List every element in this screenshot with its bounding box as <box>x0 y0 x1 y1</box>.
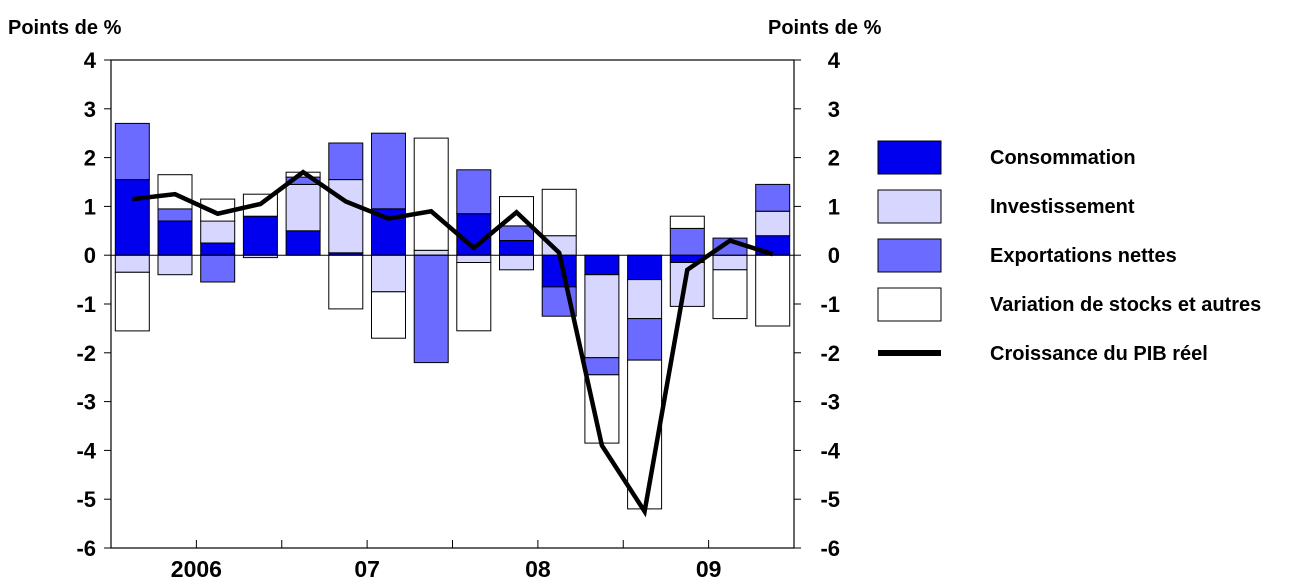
bar-exportations-nettes-2006t3 <box>200 254 236 283</box>
right-y-tick-label: -3 <box>820 390 840 415</box>
bar-investissement-2008t2 <box>499 254 534 271</box>
line-croissance-du-pib-reel <box>132 169 774 518</box>
left-y-tick-label: -1 <box>76 292 96 317</box>
right-y-tick-label: -4 <box>820 438 840 463</box>
bar-variation-de-stocks-et-autres-2008t1 <box>456 262 492 332</box>
legend: Consommation Investissement Exportations n… <box>877 140 1261 365</box>
right-y-tick-label: 1 <box>828 194 840 219</box>
bar-investissement-2006t1 <box>114 254 150 273</box>
left-y-tick-label: -5 <box>76 487 96 512</box>
legend-swatch-variation-de-stocks-et-autres <box>877 287 942 322</box>
bar-exportations-nettes-2009t4 <box>755 183 791 212</box>
bar-consommation-2006t3 <box>200 242 236 256</box>
bar-investissement-2007t3 <box>371 254 406 293</box>
legend-label-croissance-du-pib-r-el: Croissance du PIB réel <box>990 343 1208 365</box>
bar-investissement-2006t2 <box>157 254 193 276</box>
bar-exportations-nettes-2007t4 <box>413 254 449 364</box>
right-y-tick-label: -6 <box>820 536 840 561</box>
bar-variation-de-stocks-et-autres-2007t3 <box>371 291 406 339</box>
bar-exportations-nettes-2008t2 <box>499 225 534 241</box>
bar-consommation-2009t1 <box>627 254 663 281</box>
bar-exportations-nettes-2007t3 <box>371 132 406 210</box>
left-y-tick-label: -6 <box>76 536 96 561</box>
bar-exportations-nettes-2007t2 <box>328 142 364 181</box>
bar-consommation-2006t2 <box>157 220 193 256</box>
right-y-tick-label: 0 <box>828 243 840 268</box>
right-y-tick-label: -2 <box>820 341 840 366</box>
bar-variation-de-stocks-et-autres-2007t2 <box>328 254 364 310</box>
bar-consommation-2006t1 <box>114 179 150 256</box>
bar-variation-de-stocks-et-autres-2006t2 <box>157 174 193 210</box>
right-y-tick-label: 2 <box>828 146 840 171</box>
bar-exportations-nettes-2008t4 <box>584 357 620 376</box>
left-y-tick-label: -2 <box>76 341 96 366</box>
left-y-tick-label: 2 <box>84 146 96 171</box>
right-y-tick-label: 4 <box>828 48 841 73</box>
bar-variation-de-stocks-et-autres-2008t3 <box>541 188 577 237</box>
legend-swatch-exportations-nettes <box>877 238 942 273</box>
axes <box>104 59 801 549</box>
legend-swatch-consommation <box>877 140 942 175</box>
bar-layer <box>114 122 791 510</box>
legend-label-exportations-nettes: Exportations nettes <box>990 245 1177 267</box>
bar-investissement-2009t4 <box>755 210 791 237</box>
tick-labels: 4 4 3 3 2 2 1 1 0 0 -1 -1 -2 -2 -3 -3 -4 -4 -5 -5 -6 -6 2006 07… <box>76 48 840 581</box>
left-y-tick-label: 1 <box>84 194 96 219</box>
legend-swatch-croissance-du-pib-r-el <box>878 350 941 356</box>
right-y-tick-label: -5 <box>820 487 840 512</box>
right-y-tick-label: -1 <box>820 292 840 317</box>
left-y-tick-label: 3 <box>84 97 96 122</box>
x-tick-label: 09 <box>696 556 722 581</box>
right-axis-unit-label: Points de % <box>768 17 882 39</box>
x-tick-label: 08 <box>525 556 551 581</box>
bar-consommation-2007t1 <box>285 230 321 256</box>
x-tick-label: 07 <box>354 556 380 581</box>
bar-consommation-2006t4 <box>242 215 278 256</box>
legend-swatch-investissement <box>877 189 942 224</box>
bar-investissement-2008t1 <box>456 254 492 263</box>
bar-investissement-2007t4 <box>413 249 449 256</box>
gdp-line-layer <box>132 169 774 518</box>
legend-label-consommation: Consommation <box>990 147 1136 169</box>
bar-variation-de-stocks-et-autres-2009t2 <box>669 215 705 229</box>
bar-investissement-2007t2 <box>328 179 364 254</box>
bar-exportations-nettes-2008t1 <box>456 169 492 215</box>
bar-exportations-nettes-2006t2 <box>157 208 193 222</box>
left-y-tick-label: 4 <box>84 48 97 73</box>
legend-label-variation-de-stocks-et-autres: Variation de stocks et autres <box>990 294 1261 316</box>
bar-investissement-2007t1 <box>285 183 321 232</box>
bar-consommation-2008t4 <box>584 254 620 276</box>
left-y-tick-label: -3 <box>76 390 96 415</box>
left-y-tick-label: 0 <box>84 243 96 268</box>
bar-variation-de-stocks-et-autres-2007t4 <box>413 137 449 251</box>
bar-investissement-2006t3 <box>200 220 236 244</box>
legend-label-investissement: Investissement <box>990 196 1135 218</box>
x-tick-label: 2006 <box>171 556 222 581</box>
bar-variation-de-stocks-et-autres-2006t1 <box>114 271 150 332</box>
bar-variation-de-stocks-et-autres-2009t3 <box>712 269 748 320</box>
left-axis-unit-label: Points de % <box>8 17 122 39</box>
bar-variation-de-stocks-et-autres-2009t4 <box>755 254 791 327</box>
left-y-tick-label: -4 <box>76 438 96 463</box>
bar-exportations-nettes-2009t1 <box>627 318 663 361</box>
right-y-tick-label: 3 <box>828 97 840 122</box>
bar-investissement-2009t3 <box>712 254 748 271</box>
bar-exportations-nettes-2006t1 <box>114 122 150 180</box>
bar-investissement-2009t1 <box>627 279 663 320</box>
bar-exportations-nettes-2009t2 <box>669 227 705 256</box>
bar-consommation-2008t2 <box>499 240 534 256</box>
bar-investissement-2008t4 <box>584 274 620 359</box>
